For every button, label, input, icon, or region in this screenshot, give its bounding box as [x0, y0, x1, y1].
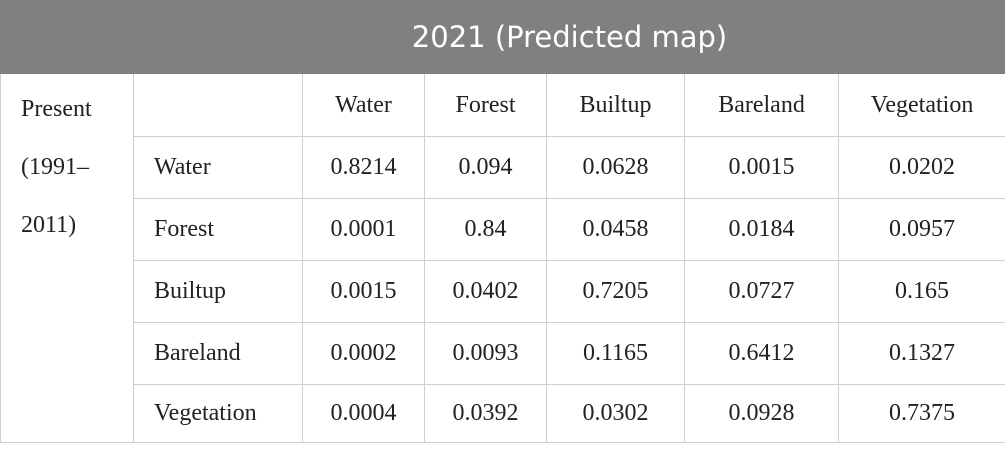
data-row: Builtup 0.0015 0.0402 0.7205 0.0727 0.165 [1, 260, 1005, 323]
cell-value: 0.0727 [684, 260, 839, 323]
data-row: Forest 0.0001 0.84 0.0458 0.0184 0.0957 [1, 198, 1005, 261]
cell-value: 0.0001 [302, 198, 425, 261]
data-row: Water 0.8214 0.094 0.0628 0.0015 0.0202 [1, 136, 1005, 199]
cell-value: 0.0928 [684, 384, 839, 443]
data-row: Bareland 0.0002 0.0093 0.1165 0.6412 0.1327 [1, 322, 1005, 385]
column-header: Bareland [684, 73, 839, 137]
column-header: Water [302, 73, 425, 137]
column-header: Forest [424, 73, 547, 137]
cell-value: 0.094 [424, 136, 547, 199]
row-label: Forest [133, 198, 303, 261]
cell-value: 0.0957 [837, 198, 1005, 261]
column-header: Builtup [546, 73, 685, 137]
blank-cell [133, 73, 303, 137]
cell-value: 0.7205 [546, 260, 685, 323]
column-header: Vegetation [837, 73, 1005, 137]
blank-cell [0, 0, 134, 74]
cell-value: 0.0302 [546, 384, 685, 443]
cell-value: 0.0184 [684, 198, 839, 261]
row-label: Vegetation [133, 384, 303, 443]
cell-value: 0.165 [837, 260, 1005, 323]
row-label: Water [133, 136, 303, 199]
cell-value: 0.84 [424, 198, 547, 261]
cell-value: 0.0458 [546, 198, 685, 261]
cell-value: 0.0015 [684, 136, 839, 199]
row-label: Builtup [133, 260, 303, 323]
table-title: 2021 (Predicted map) [132, 0, 1005, 74]
cell-value: 0.0628 [546, 136, 685, 199]
cell-value: 0.1165 [546, 322, 685, 385]
data-row: Vegetation 0.0004 0.0392 0.0302 0.0928 0.7375 [1, 384, 1005, 443]
row-label: Bareland [133, 322, 303, 385]
table-body: 2021 (Predicted map) Present (1991–2011)… [0, 0, 1005, 443]
cell-value: 0.0093 [424, 322, 547, 385]
cell-value: 0.0015 [302, 260, 425, 323]
cell-value: 0.0202 [837, 136, 1005, 199]
transition-table: 2021 (Predicted map) Present (1991–2011)… [0, 0, 1005, 443]
cell-value: 0.6412 [684, 322, 839, 385]
cell-value: 0.0004 [302, 384, 425, 443]
title-row: 2021 (Predicted map) [0, 0, 1005, 74]
cell-value: 0.1327 [837, 322, 1005, 385]
cell-value: 0.0392 [424, 384, 547, 443]
cell-value: 0.8214 [302, 136, 425, 199]
column-header-row: Present (1991–2011) Water Forest Builtup Bar… [0, 73, 1005, 443]
cell-value: 0.0402 [424, 260, 547, 323]
cell-value: 0.7375 [837, 384, 1005, 443]
row-header: Present (1991–2011) [0, 73, 134, 443]
cell-value: 0.0002 [302, 322, 425, 385]
